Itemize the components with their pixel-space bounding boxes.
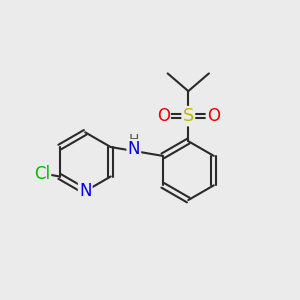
Text: O: O (157, 107, 170, 125)
Text: Cl: Cl (34, 165, 50, 183)
Text: N: N (128, 140, 140, 158)
Text: O: O (207, 107, 220, 125)
Text: H: H (129, 133, 139, 147)
Text: N: N (79, 182, 92, 200)
Text: S: S (183, 107, 194, 125)
